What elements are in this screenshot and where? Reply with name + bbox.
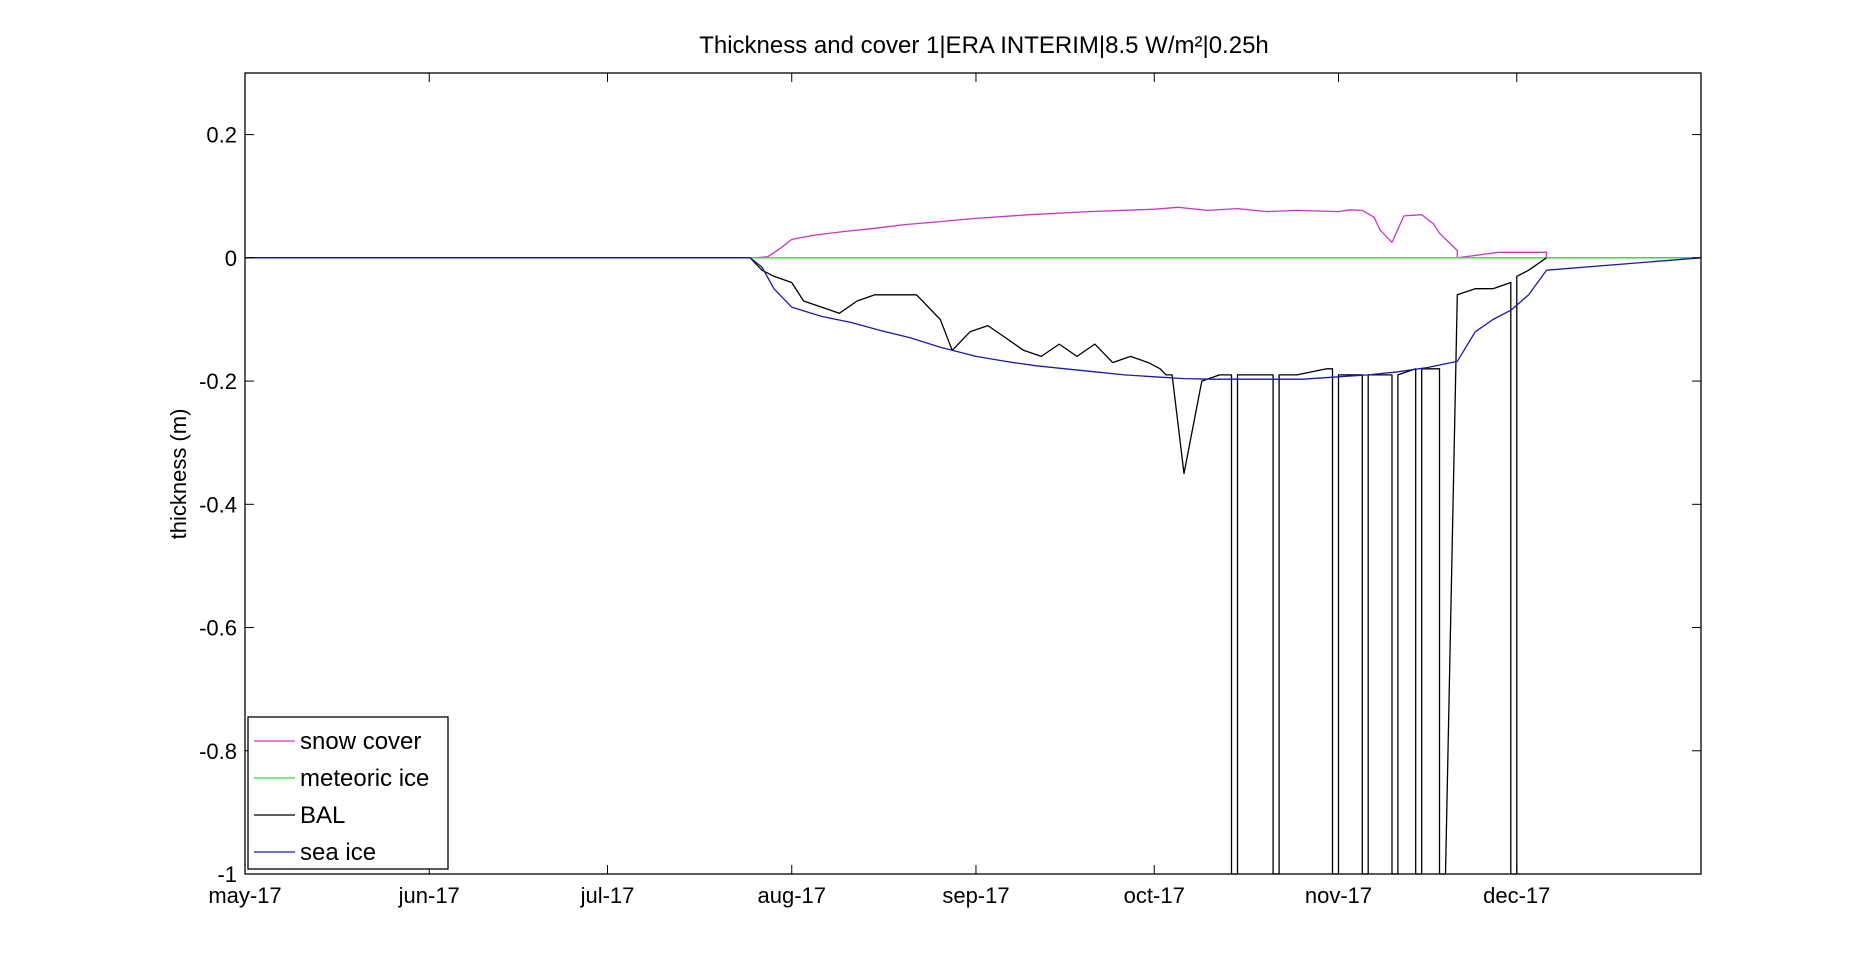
y-tick-label: -0.4 [199, 492, 237, 517]
legend-label-3: sea ice [300, 839, 376, 866]
x-tick-label: may-17 [208, 883, 281, 908]
series-line-3 [245, 257, 1702, 380]
y-tick-label: -0.6 [199, 616, 237, 641]
series-group [245, 206, 1702, 875]
series-line-0 [245, 206, 1701, 259]
chart-title: Thickness and cover 1|ERA INTERIM|8.5 W/… [699, 32, 1269, 59]
legend-label-2: BAL [300, 802, 345, 829]
plot-area: may-17 jun-17 jul-17 aug-17 sep-17 oct-17 nov-… [199, 72, 1702, 908]
y-axis-label: thickness (m) [166, 409, 191, 540]
axes-group: may-17 jun-17 jul-17 aug-17 sep-17 oct-17 nov-… [199, 73, 1701, 908]
x-tick-label: jul-17 [580, 883, 635, 908]
legend-label-1: meteoric ice [300, 765, 429, 792]
y-tick-label: -1 [217, 862, 237, 887]
x-tick-label: dec-17 [1483, 883, 1550, 908]
x-tick-label: oct-17 [1124, 883, 1185, 908]
series-line-2 [245, 257, 1547, 875]
y-tick-label: 0.2 [206, 123, 237, 148]
x-tick-label: jun-17 [398, 883, 460, 908]
x-tick-label: nov-17 [1305, 883, 1372, 908]
legend: snow cover meteoric ice BAL sea ice [247, 716, 449, 870]
legend-box [247, 716, 449, 870]
legend-items: snow cover meteoric ice BAL sea ice [254, 728, 429, 866]
x-tick-label: sep-17 [942, 883, 1009, 908]
y-tick-label: -0.2 [199, 369, 237, 394]
legend-label-0: snow cover [300, 728, 421, 755]
y-tick-label: 0 [225, 246, 237, 271]
plot-frame [244, 72, 1702, 875]
x-tick-label: aug-17 [757, 883, 826, 908]
y-tick-label: -0.8 [199, 739, 237, 764]
